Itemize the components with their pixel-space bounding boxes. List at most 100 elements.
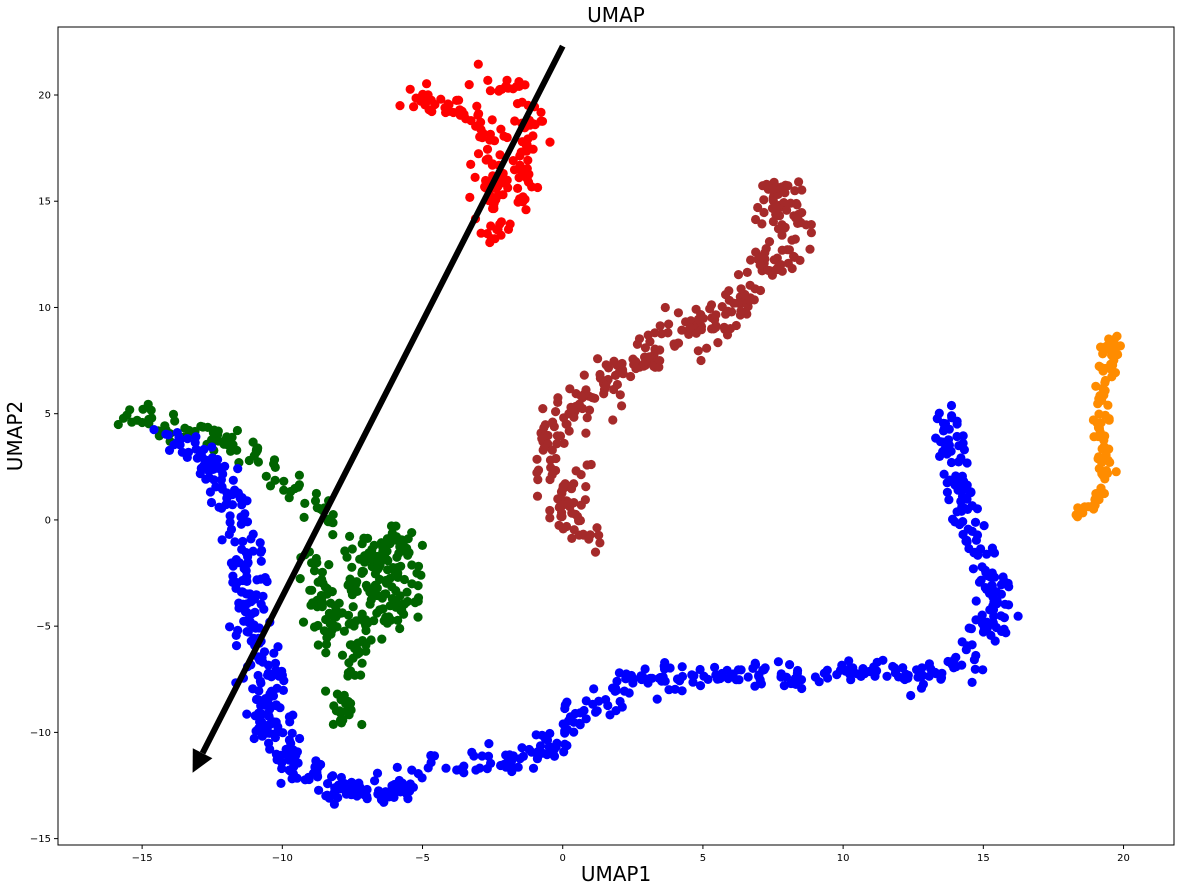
scatter-point	[403, 794, 413, 804]
scatter-point	[986, 581, 997, 591]
scatter-point	[673, 338, 683, 348]
plot-frame	[57, 26, 1175, 846]
scatter-point	[413, 769, 423, 779]
scatter-point	[294, 470, 304, 480]
scatter-point	[970, 547, 980, 558]
scatter-point	[380, 554, 390, 564]
arrow-head	[192, 748, 213, 773]
scatter-point	[339, 626, 349, 636]
scatter-point	[626, 371, 636, 382]
scatter-point	[379, 616, 389, 626]
scatter-point	[510, 116, 520, 126]
scatter-point	[339, 690, 349, 701]
scatter-point	[405, 84, 415, 94]
scatter-point	[489, 203, 499, 214]
scatter-point	[589, 684, 599, 694]
scatter-point	[545, 513, 555, 523]
scatter-point	[950, 517, 960, 527]
scatter-point	[791, 213, 801, 223]
scatter-point	[379, 797, 389, 807]
scatter-point	[996, 611, 1006, 621]
scatter-point	[205, 465, 215, 475]
scatter-point	[412, 568, 422, 578]
scatter-point	[396, 606, 406, 616]
scatter-point	[569, 717, 579, 727]
scatter-point	[393, 568, 403, 578]
scatter-point	[265, 744, 275, 754]
scatter-point	[675, 676, 685, 686]
scatter-point	[581, 696, 591, 706]
arrow-shaft	[199, 44, 566, 755]
scatter-point	[539, 423, 549, 433]
scatter-point	[750, 660, 761, 670]
scatter-point	[972, 530, 983, 540]
scatter-point	[256, 556, 266, 566]
scatter-point	[225, 517, 235, 528]
scatter-point	[655, 345, 665, 355]
scatter-point	[533, 465, 544, 475]
scatter-point	[253, 670, 263, 681]
scatter-point	[742, 267, 752, 277]
scatter-point	[660, 302, 670, 313]
scatter-point	[566, 484, 577, 494]
scatter-point	[315, 504, 325, 514]
scatter-point	[618, 369, 628, 379]
scatter-point	[485, 86, 495, 96]
scatter-point	[321, 639, 332, 650]
scatter-point	[377, 634, 387, 644]
points-layer	[113, 59, 1125, 809]
scatter-point	[532, 454, 542, 464]
scatter-point	[797, 185, 807, 195]
scatter-point	[470, 172, 480, 182]
scatter-point	[330, 601, 340, 612]
scatter-point	[146, 405, 156, 415]
scatter-point	[710, 662, 720, 673]
scatter-point	[967, 677, 977, 688]
scatter-point	[797, 683, 807, 694]
scatter-point	[912, 665, 922, 675]
scatter-point	[309, 622, 320, 632]
scatter-point	[324, 560, 334, 570]
scatter-point	[386, 521, 397, 531]
scatter-point	[780, 188, 790, 198]
scatter-point	[591, 707, 601, 717]
scatter-point	[567, 533, 577, 544]
scatter-point	[191, 432, 201, 442]
scatter-point	[233, 488, 243, 498]
scatter-point	[637, 674, 647, 685]
scatter-point	[996, 626, 1007, 637]
scatter-point	[1098, 349, 1108, 359]
scatter-point	[501, 81, 511, 91]
scatter-point	[951, 471, 961, 481]
scatter-point	[323, 779, 333, 789]
scatter-point	[498, 190, 508, 200]
scatter-point	[224, 529, 234, 540]
scatter-point	[906, 690, 916, 701]
scatter-point	[1091, 493, 1101, 503]
scatter-point	[422, 79, 432, 89]
scatter-point	[259, 647, 270, 657]
scatter-point	[996, 589, 1007, 599]
scatter-point	[483, 75, 493, 85]
scatter-point	[664, 319, 674, 329]
scatter-point	[452, 95, 462, 105]
scatter-point	[924, 659, 935, 669]
scatter-point	[756, 679, 767, 689]
scatter-point	[377, 541, 388, 552]
scatter-point	[113, 419, 123, 430]
scatter-point	[256, 678, 266, 688]
scatter-point	[759, 207, 769, 218]
scatter-point	[452, 765, 462, 775]
scatter-point	[345, 531, 355, 542]
scatter-point	[595, 538, 605, 548]
scatter-point	[772, 202, 782, 212]
scatter-point	[1093, 399, 1103, 409]
scatter-point	[217, 535, 227, 545]
scatter-point	[242, 709, 252, 719]
scatter-point	[819, 668, 829, 678]
scatter-point	[576, 391, 586, 401]
scatter-point	[805, 244, 815, 254]
scatter-point	[273, 642, 283, 652]
scatter-point	[127, 417, 137, 427]
y-axis-label: UMAP2	[3, 401, 27, 471]
